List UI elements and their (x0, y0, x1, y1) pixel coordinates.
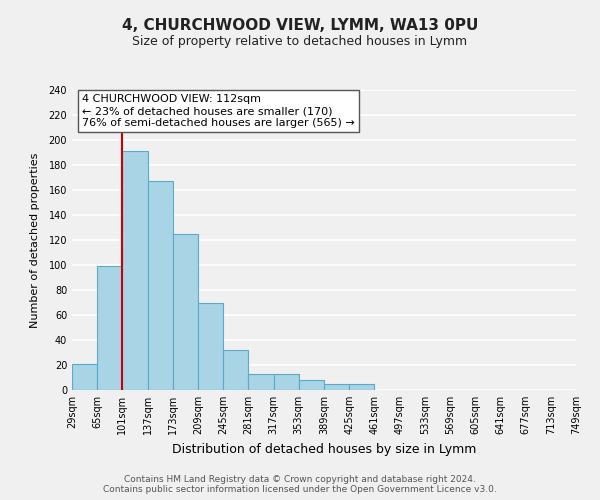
Bar (198, 302, 223, 390)
Bar (72, 364, 97, 390)
Bar (148, 181, 173, 390)
Bar (349, 384, 374, 390)
Bar (274, 374, 299, 390)
Text: 4, CHURCHWOOD VIEW, LYMM, WA13 0PU: 4, CHURCHWOOD VIEW, LYMM, WA13 0PU (122, 18, 478, 32)
Bar (299, 380, 324, 390)
Text: Size of property relative to detached houses in Lymm: Size of property relative to detached ho… (133, 35, 467, 48)
Text: 4 CHURCHWOOD VIEW: 112sqm
← 23% of detached houses are smaller (170)
76% of semi: 4 CHURCHWOOD VIEW: 112sqm ← 23% of detac… (82, 94, 355, 128)
X-axis label: Distribution of detached houses by size in Lymm: Distribution of detached houses by size … (172, 442, 476, 456)
Bar (324, 384, 349, 390)
Bar (173, 234, 198, 390)
Bar (223, 350, 248, 390)
Text: Contains HM Land Registry data © Crown copyright and database right 2024.
Contai: Contains HM Land Registry data © Crown c… (103, 474, 497, 494)
Bar (97, 266, 122, 390)
Bar (248, 374, 274, 390)
Y-axis label: Number of detached properties: Number of detached properties (30, 152, 40, 328)
Bar (122, 151, 148, 390)
